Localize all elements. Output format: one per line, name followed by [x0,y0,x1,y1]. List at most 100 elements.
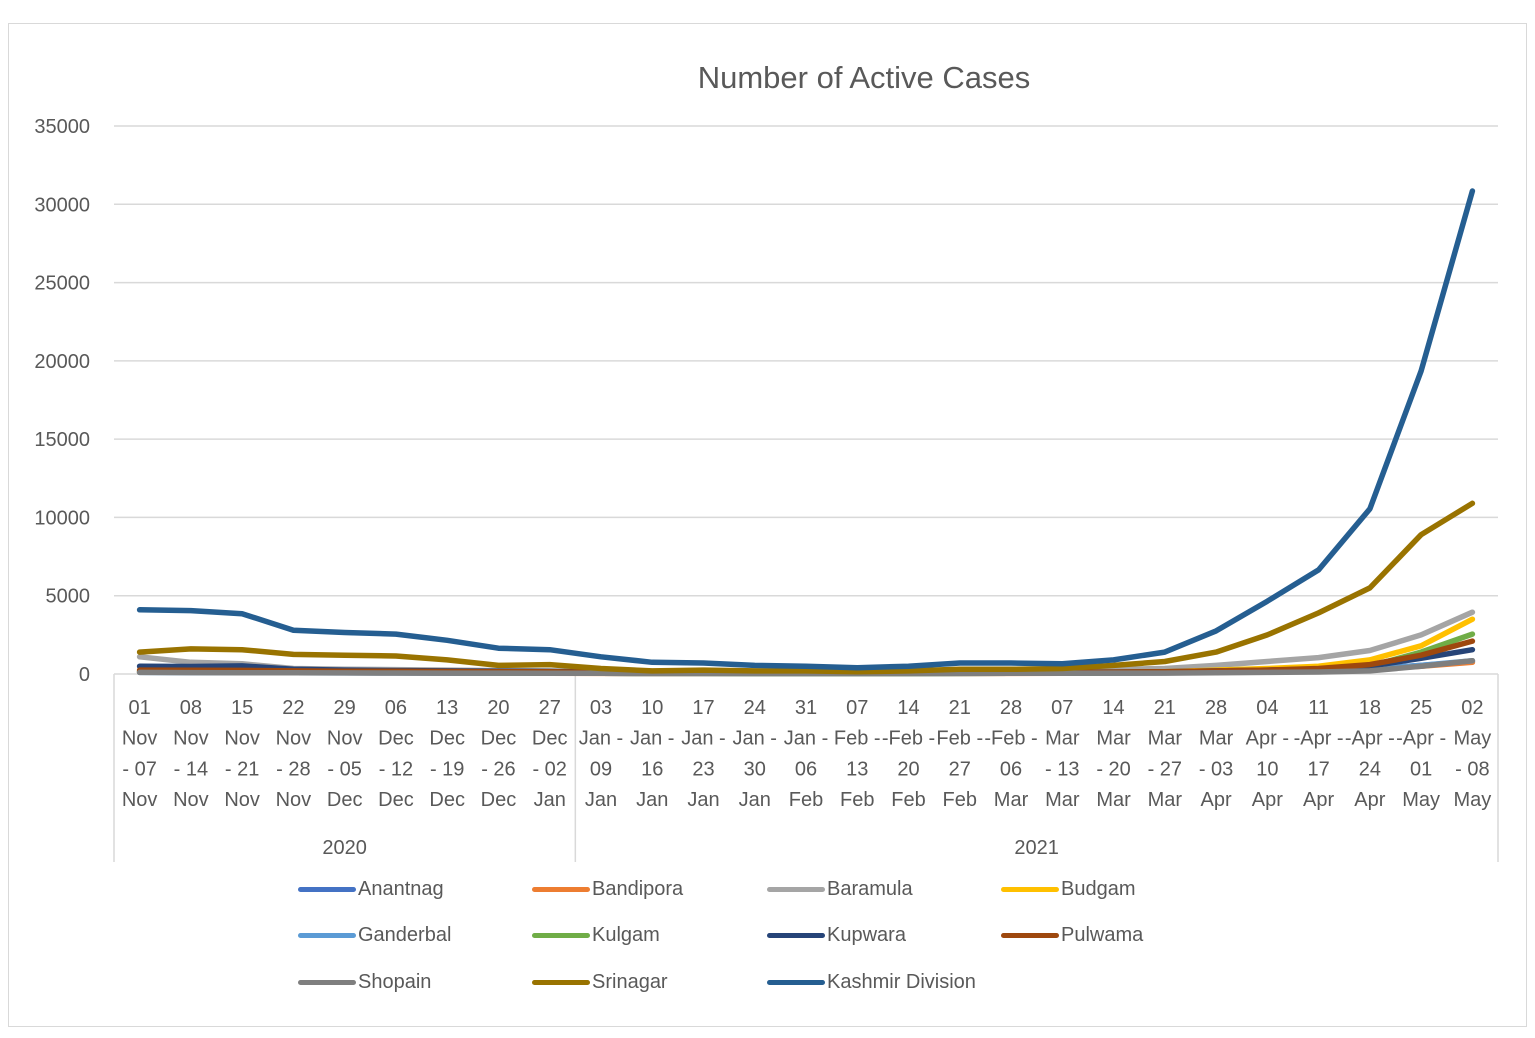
x-tick-label-line: -Apr - [1345,728,1395,750]
x-tick-label-line: Feb [943,789,977,811]
x-tick-label-line: 10 [1256,758,1278,780]
y-tick-label: 35000 [34,116,90,138]
x-tick-label: 04 Apr - 10 Apr [1246,697,1289,811]
x-tick-label: 07 Mar - 13 Mar [1045,697,1080,811]
x-tick-label-line: - 14 [174,758,208,780]
x-tick-label-line: 06 [385,697,407,719]
x-tick-label-line: 11 [1308,697,1329,719]
x-tick-label: 27 Dec - 02 Jan [532,697,568,811]
x-tick-label-line: 22 [282,697,304,719]
x-tick-label-line: Jan - [579,728,623,750]
x-tick-label-line: 09 [590,758,612,780]
y-axis-tick-labels: 0 5000 10000 15000 20000 25000 30000 35000 [34,116,90,686]
x-tick-label: 18 -Apr - 24 Apr [1345,697,1395,811]
category-group-label: 2020 [322,837,367,859]
x-tick-label: 28 -Feb - 06 Mar [984,697,1037,811]
x-tick-label-line: 13 [436,697,458,719]
x-tick-label-line: 16 [641,758,663,780]
y-tick-label: 15000 [34,429,90,451]
x-tick-label-line: 08 [180,697,202,719]
x-tick-label-line: 31 [795,697,817,719]
x-tick-label-line: 17 [692,697,714,719]
x-tick-label: 13 Dec - 19 Dec [429,697,465,811]
series-lines [136,188,1476,677]
x-tick-label-line: - 02 [532,758,566,780]
legend-item: Anantnag [298,877,444,901]
x-tick-label-line: 18 [1359,697,1381,719]
x-tick-label-line: May [1453,789,1491,811]
x-tick-label-line: - 12 [379,758,413,780]
x-tick-label: 24 Jan - 30 Jan [733,697,777,811]
x-tick-label-line: - 27 [1148,758,1182,780]
x-tick-label-line: Mar [1045,789,1080,811]
x-tick-label-line: - 05 [327,758,361,780]
x-tick-label: 25 -Apr - 01 May [1396,697,1446,811]
x-tick-label-line: 28 [1205,697,1227,719]
x-tick-label-line: 15 [231,697,253,719]
x-tick-label: 10 Jan - 16 Jan [630,697,674,811]
x-tick-label-line: 07 [1051,697,1073,719]
x-tick-label-line: Apr [1303,789,1334,811]
x-tick-label-line: - 03 [1199,758,1233,780]
legend-label: Bandipora [592,877,684,900]
legend-swatch [298,979,356,985]
legend-label: Kulgam [592,923,660,946]
line-chart: Number of Active Cases 0 5000 10000 15000 20… [34,60,1499,862]
legend-swatch [767,932,825,938]
legend-label: Ganderbal [358,923,452,946]
x-tick-label-line: Jan [585,789,617,811]
x-tick-label-line: 07 [846,697,868,719]
x-tick-label-line: Jan [687,789,719,811]
legend-label: Kashmir Division [827,970,976,993]
x-tick-label-line: - 20 [1096,758,1130,780]
x-tick-label-line: 10 [641,697,663,719]
x-tick-label-line: -Apr - [1294,728,1344,750]
x-tick-label-line: Jan - [630,728,674,750]
x-tick-label-line: - 28 [276,758,310,780]
x-tick-label: 15 Nov - 21 Nov [224,697,260,811]
x-tick-label-line: 29 [334,697,356,719]
x-tick-label-line: Apr [1201,789,1232,811]
y-tick-label: 30000 [34,194,90,216]
x-tick-label-line: Mar [1199,728,1234,750]
x-tick-label-line: Nov [276,728,312,750]
legend-swatch [532,932,590,938]
x-tick-label-line: Apr - [1246,728,1289,750]
x-tick-label-line: Dec [429,789,465,811]
x-tick-label-line: Nov [173,789,209,811]
x-tick-label-line: 14 [1102,697,1124,719]
legend-label: Kupwara [827,923,906,946]
x-tick-label-line: 27 [949,758,971,780]
gridlines [114,125,1498,597]
x-tick-label: 14 Mar - 20 Mar [1096,697,1131,811]
x-tick-label-line: Nov [224,728,260,750]
x-tick-label-line: Nov [173,728,209,750]
x-tick-label-line: -Apr - [1396,728,1446,750]
x-tick-label-line: Dec [481,789,517,811]
x-tick-label-line: Apr [1354,789,1385,811]
x-tick-label-line: Nov [224,789,260,811]
x-tick-label: 31 Jan - 06 Feb [784,697,828,811]
category-group-label: 2021 [1014,837,1059,859]
x-tick-label: 14 -Feb - 20 Feb [882,697,935,811]
x-tick-label-line: 06 [1000,758,1022,780]
x-tick-label: 21 Mar - 27 Mar [1148,697,1183,811]
x-tick-label-line: 28 [1000,697,1022,719]
x-tick-label-line: Dec [481,728,517,750]
legend-label: Baramula [827,877,913,900]
legend-swatch [298,886,356,892]
legend-swatch [767,886,825,892]
x-tick-label-line: 14 [897,697,919,719]
x-tick-label-line: 20 [897,758,919,780]
x-tick-label-line: - 26 [481,758,515,780]
x-tick-label: 08 Nov - 14 Nov [173,697,209,811]
x-tick-label-line: - 21 [225,758,259,780]
x-tick-label-line: Jan - [681,728,725,750]
legend-item: Kulgam [532,923,660,947]
x-tick-label-line: 20 [487,697,509,719]
x-tick-label-line: 03 [590,697,612,719]
x-tick-label-line: Nov [122,728,158,750]
y-tick-label: 25000 [34,273,90,295]
x-tick-label-line: Jan - [733,728,777,750]
x-tick-label-line: May [1402,789,1440,811]
